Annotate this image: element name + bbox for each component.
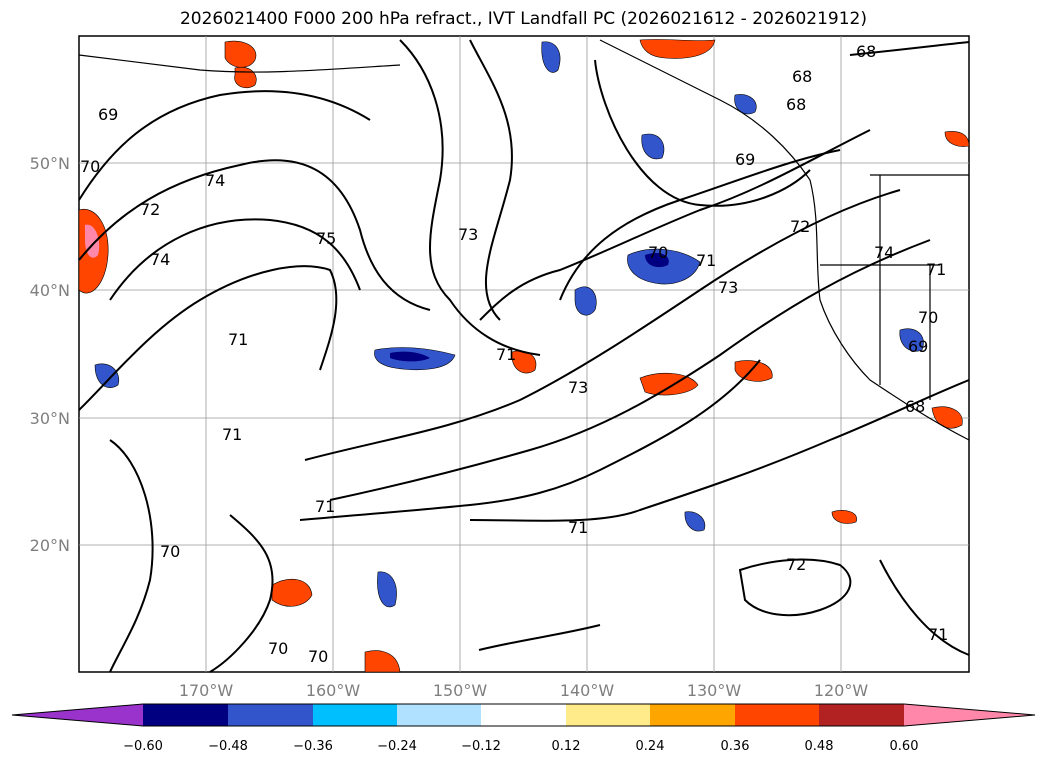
- contour-label: 70: [268, 639, 288, 658]
- negative-anomaly-blob: [377, 571, 397, 608]
- negative-anomaly-core: [390, 351, 430, 362]
- contour-label: 68: [905, 397, 925, 416]
- contour-label: 68: [792, 67, 812, 86]
- colorbar-segment: [735, 704, 819, 726]
- colorbar-tick: −0.12: [461, 739, 501, 754]
- contour-label: 71: [228, 330, 248, 349]
- lat-label-40n: 40°N: [30, 281, 70, 300]
- coastlines: [78, 39, 970, 441]
- contour-label: 75: [316, 229, 336, 248]
- lon-label-130w: 130°W: [687, 681, 742, 700]
- positive-anomaly-blob: [224, 40, 257, 68]
- colorbar-segment: [228, 704, 313, 726]
- anomaly-fill-layer: [78, 39, 970, 673]
- colorbar-tick: 0.36: [721, 739, 750, 754]
- contour-label: 73: [458, 225, 478, 244]
- lon-label-140w: 140°W: [560, 681, 615, 700]
- contour-label: 70: [80, 157, 100, 176]
- colorbar-extend-high: [904, 704, 1035, 726]
- contour-label: 74: [205, 171, 225, 190]
- contour-label: 74: [874, 243, 894, 262]
- colorbar-segment: [397, 704, 481, 726]
- contour-label: 70: [160, 542, 180, 561]
- map-title: 2026021400 F000 200 hPa refract., IVT La…: [179, 9, 867, 29]
- contour-label: 73: [718, 278, 738, 297]
- lat-label-50n: 50°N: [30, 154, 70, 173]
- lon-label-120w: 120°W: [814, 681, 869, 700]
- colorbar-segment: [143, 704, 228, 726]
- lat-label-30n: 30°N: [30, 409, 70, 428]
- contour-label: 71: [928, 625, 948, 644]
- contour-label: 71: [222, 425, 242, 444]
- contour-label: 70: [918, 308, 938, 327]
- positive-anomaly-blob: [271, 578, 313, 607]
- colorbar-tick: 0.12: [552, 739, 581, 754]
- colorbar-outline: [11, 703, 1036, 727]
- negative-anomaly-blob: [541, 41, 561, 73]
- contour-label: 70: [648, 243, 668, 262]
- colorbar-segment: [650, 704, 735, 726]
- contour-label: 74: [150, 250, 170, 269]
- contour-label: 71: [696, 251, 716, 270]
- colorbar-extend-low: [12, 704, 143, 726]
- positive-anomaly-blob: [639, 39, 716, 59]
- contour-label: 69: [908, 337, 928, 356]
- contour-label: 72: [790, 217, 810, 236]
- negative-anomaly-blob: [684, 511, 706, 532]
- contour-label: 69: [735, 150, 755, 169]
- contour-label: 68: [856, 42, 876, 61]
- negative-anomaly-blob: [94, 363, 120, 388]
- contour-label: 70: [308, 647, 328, 666]
- contour-label: 71: [568, 518, 588, 537]
- colorbar-segment: [566, 704, 650, 726]
- negative-anomaly-blob: [641, 133, 665, 160]
- colorbar-tick: −0.60: [123, 739, 163, 754]
- contour-label: 71: [496, 345, 516, 364]
- contour-label: 68: [786, 95, 806, 114]
- lat-label-20n: 20°N: [30, 536, 70, 555]
- lon-label-150w: 150°W: [433, 681, 488, 700]
- contour-label: 73: [568, 378, 588, 397]
- graticule: [79, 36, 969, 672]
- contour-label: 69: [98, 105, 118, 124]
- colorbar-segment: [481, 704, 566, 726]
- negative-anomaly-blob: [899, 328, 924, 352]
- contour-labels: 68 68 68 69 69 69 70 70 70 70 70 70 71 7…: [80, 42, 948, 666]
- refractivity-contours: [78, 39, 970, 673]
- negative-anomaly-core: [645, 253, 669, 268]
- negative-anomaly-blob: [574, 286, 597, 316]
- contour-label: 72: [786, 555, 806, 574]
- colorbar-tick: 0.48: [805, 739, 834, 754]
- contour-label: 71: [315, 497, 335, 516]
- colorbar-tick: 0.60: [890, 739, 919, 754]
- colorbar-tick: −0.48: [208, 739, 248, 754]
- colorbar-tick: −0.36: [293, 739, 333, 754]
- positive-anomaly-blob: [364, 650, 401, 673]
- positive-anomaly-blob: [831, 510, 857, 524]
- colorbar-segment: [819, 704, 904, 726]
- colorbar-tick: −0.24: [377, 739, 417, 754]
- negative-anomaly-blob: [734, 94, 757, 115]
- colorbar-tick: 0.24: [636, 739, 665, 754]
- lon-label-160w: 160°W: [306, 681, 361, 700]
- positive-anomaly-blob: [931, 406, 963, 429]
- colorbar-segment: [313, 704, 397, 726]
- lon-label-170w: 170°W: [179, 681, 234, 700]
- positive-anomaly-blob: [734, 360, 773, 382]
- contour-label: 72: [140, 200, 160, 219]
- colorbar: −0.60 −0.48 −0.36 −0.24 −0.12 0.12 0.24 …: [11, 703, 1036, 754]
- positive-anomaly-blob: [944, 131, 970, 147]
- contour-label: 71: [926, 260, 946, 279]
